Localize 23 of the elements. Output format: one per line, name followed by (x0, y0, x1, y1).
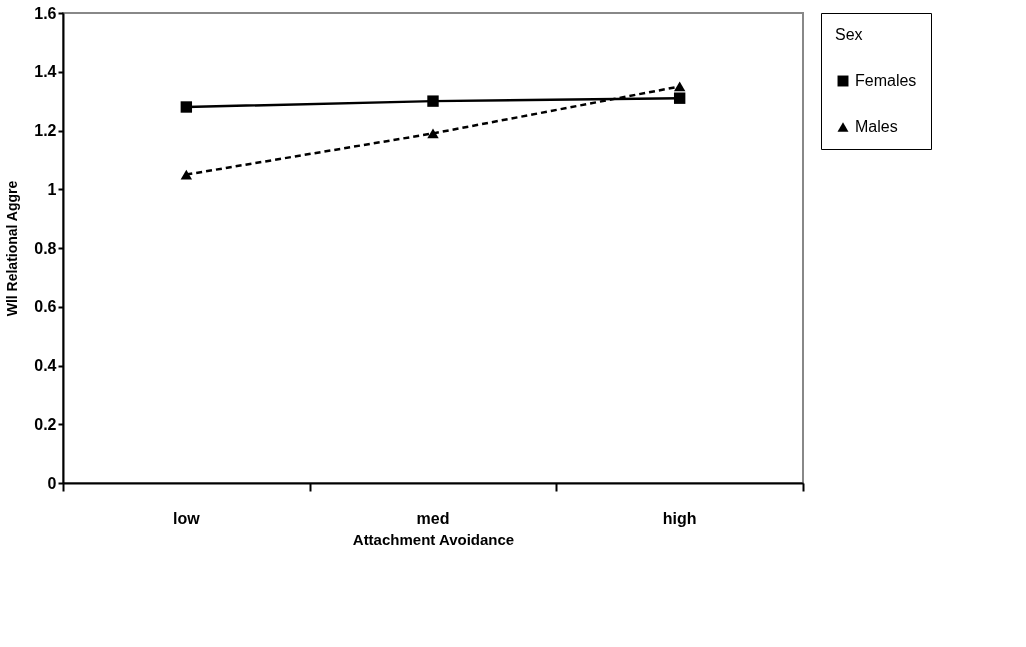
legend-label: Males (855, 118, 898, 135)
x-tick-label: med (416, 510, 450, 527)
legend-label: Females (855, 72, 917, 89)
x-tick-label: low (173, 510, 201, 527)
y-axis-title: Wll Relational Aggre (4, 180, 21, 317)
y-tick-label: 0.2 (34, 415, 57, 433)
point (673, 92, 686, 104)
y-tick-label: 0.4 (34, 357, 57, 374)
y-tick-label: 0.6 (34, 298, 57, 316)
y-tick-label: 1.2 (34, 122, 57, 139)
point (180, 101, 193, 113)
point (180, 169, 193, 180)
point (673, 81, 686, 92)
y-tick-label: 0 (47, 474, 57, 492)
legend-title: Sex (835, 26, 863, 43)
point (427, 95, 439, 107)
x-axis-title: Attachment Avoidance (352, 530, 515, 548)
y-tick-label: 1.4 (34, 63, 57, 81)
x-tick-label: high (662, 510, 697, 527)
y-tick-label: 1 (47, 180, 57, 198)
y-tick-label: 0.8 (34, 239, 57, 257)
y-tick-label: 1.6 (34, 4, 57, 22)
point (427, 128, 439, 139)
